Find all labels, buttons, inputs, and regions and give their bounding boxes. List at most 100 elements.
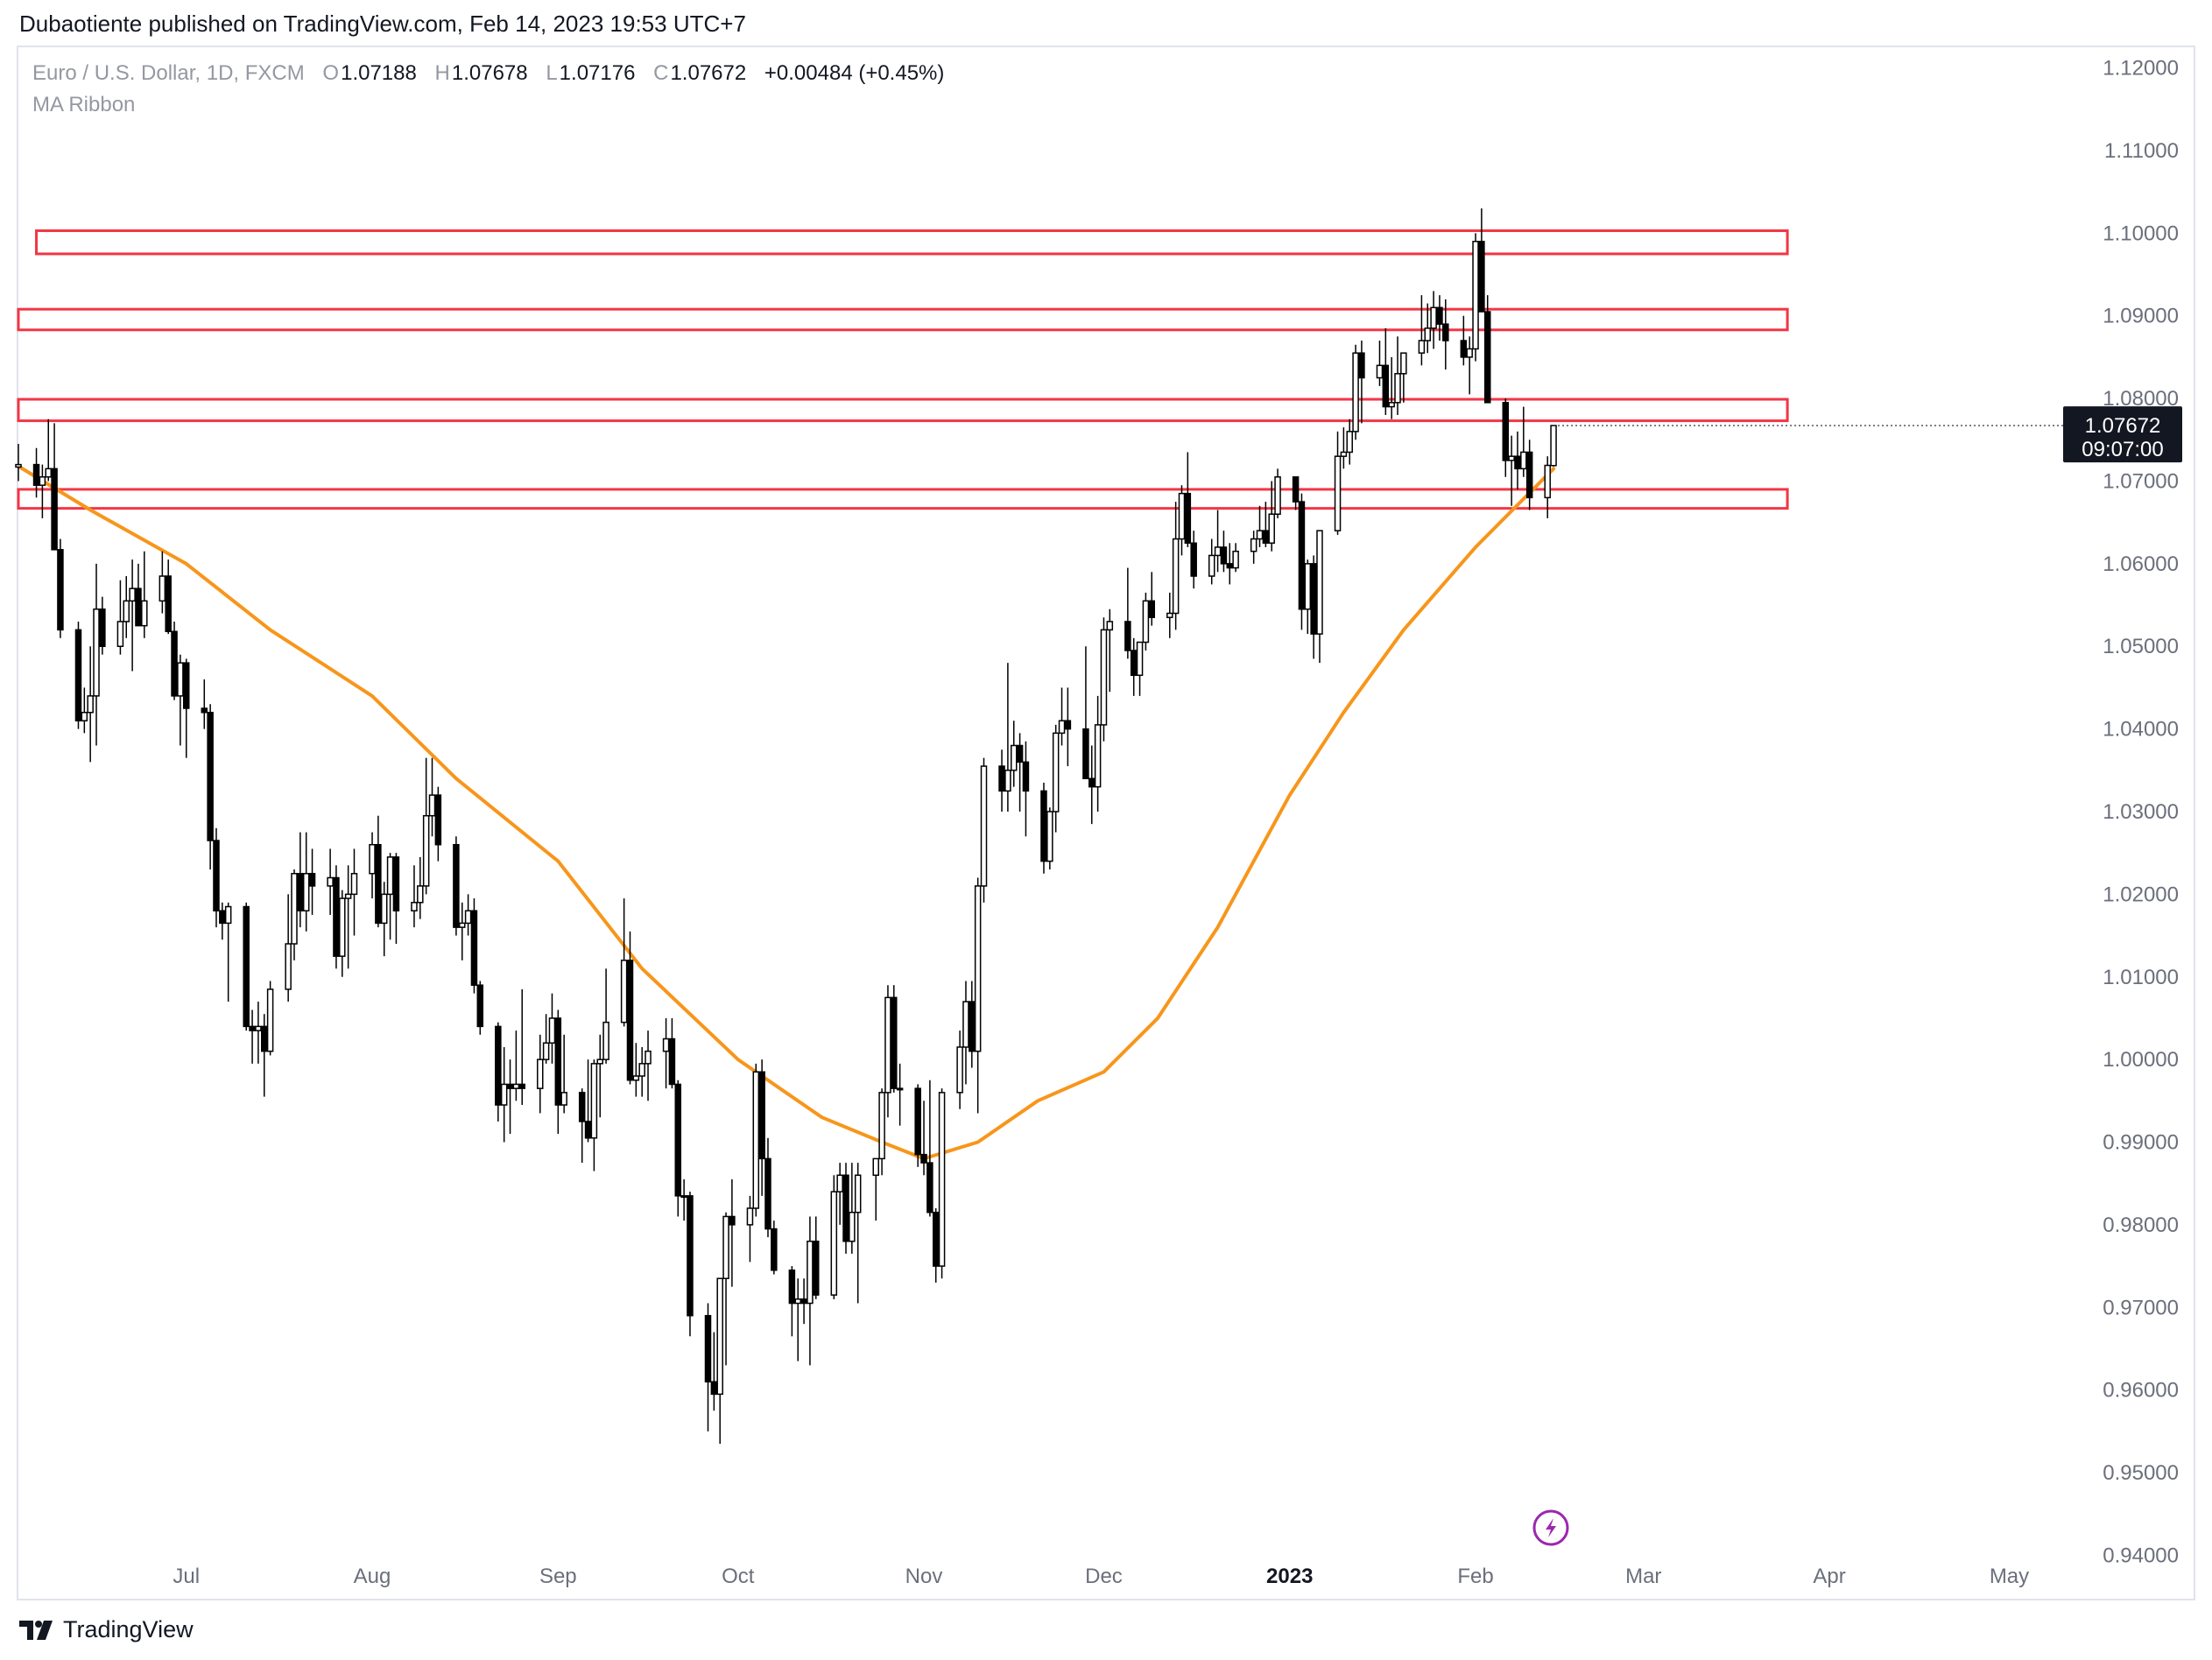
candle[interactable]: [1340, 427, 1348, 469]
footer-brand[interactable]: TradingView: [19, 1616, 194, 1643]
candle[interactable]: [830, 1175, 838, 1299]
candle[interactable]: [386, 853, 394, 940]
candle[interactable]: [1220, 531, 1228, 573]
ma-ribbon-line[interactable]: [17, 464, 1556, 1161]
candle[interactable]: [548, 993, 556, 1064]
candle[interactable]: [1310, 555, 1317, 659]
candle[interactable]: [261, 1014, 268, 1097]
candle[interactable]: [926, 1080, 933, 1217]
candle[interactable]: [182, 658, 190, 758]
candle[interactable]: [243, 902, 250, 1031]
candle[interactable]: [1442, 299, 1449, 370]
candle[interactable]: [219, 902, 226, 940]
symbol-name[interactable]: Euro / U.S. Dollar, 1D, FXCM: [32, 61, 305, 85]
candle[interactable]: [224, 902, 232, 1002]
candle[interactable]: [1466, 336, 1473, 395]
candle[interactable]: [1436, 295, 1443, 341]
candle[interactable]: [626, 931, 634, 1085]
candle[interactable]: [710, 1332, 718, 1411]
candle[interactable]: [87, 646, 94, 763]
candle[interactable]: [135, 563, 142, 627]
candle[interactable]: [602, 968, 609, 1064]
candle[interactable]: [1502, 398, 1510, 477]
candle[interactable]: [1424, 303, 1432, 354]
candle[interactable]: [878, 1088, 885, 1176]
candle[interactable]: [1100, 617, 1108, 742]
candle[interactable]: [470, 898, 478, 994]
candle[interactable]: [1226, 543, 1234, 585]
candle[interactable]: [375, 815, 382, 928]
candle[interactable]: [344, 865, 352, 969]
candle[interactable]: [542, 1014, 550, 1064]
candle[interactable]: [554, 1009, 562, 1135]
candle[interactable]: [980, 757, 988, 903]
candle[interactable]: [1250, 531, 1257, 564]
zone-4[interactable]: [17, 488, 1789, 510]
candle[interactable]: [285, 894, 292, 1002]
candle[interactable]: [771, 1220, 778, 1275]
candle[interactable]: [57, 538, 64, 638]
candle[interactable]: [51, 423, 58, 551]
candle[interactable]: [291, 869, 298, 960]
candle[interactable]: [668, 1017, 676, 1089]
candle[interactable]: [645, 1030, 652, 1101]
candle[interactable]: [32, 447, 40, 498]
candle[interactable]: [1268, 481, 1275, 552]
candle[interactable]: [584, 1059, 592, 1143]
candle[interactable]: [177, 654, 184, 746]
candle[interactable]: [1382, 327, 1390, 415]
candle[interactable]: [969, 981, 976, 1068]
zone-2[interactable]: [17, 307, 1789, 332]
candle[interactable]: [794, 1278, 801, 1361]
candle[interactable]: [1058, 687, 1066, 746]
candle[interactable]: [1292, 476, 1300, 510]
candle[interactable]: [1124, 567, 1131, 659]
candle[interactable]: [914, 1084, 921, 1167]
candle[interactable]: [891, 985, 898, 1093]
candle[interactable]: [758, 1059, 765, 1196]
candle[interactable]: [1190, 531, 1197, 589]
candle[interactable]: [201, 679, 208, 729]
indicator-legend[interactable]: MA Ribbon: [32, 93, 136, 116]
chart-frame[interactable]: [17, 46, 2195, 1600]
candle[interactable]: [512, 1030, 520, 1101]
candle[interactable]: [159, 551, 166, 614]
candle[interactable]: [93, 563, 100, 746]
candle[interactable]: [141, 551, 148, 638]
candle[interactable]: [1214, 510, 1222, 573]
replay-button[interactable]: [1532, 1509, 1569, 1546]
candle[interactable]: [1106, 608, 1114, 693]
candle[interactable]: [1022, 741, 1030, 837]
candle[interactable]: [674, 1080, 682, 1217]
candle[interactable]: [962, 981, 969, 1085]
candle[interactable]: [680, 1178, 687, 1221]
candle[interactable]: [99, 596, 106, 655]
zone-1[interactable]: [35, 229, 1789, 256]
candle[interactable]: [1166, 592, 1173, 638]
candle[interactable]: [752, 1063, 760, 1217]
candle[interactable]: [434, 786, 442, 862]
candle[interactable]: [1148, 572, 1156, 626]
candle[interactable]: [1394, 336, 1401, 415]
candle[interactable]: [872, 1157, 879, 1221]
candle[interactable]: [1130, 637, 1138, 696]
candle[interactable]: [333, 865, 340, 969]
candle[interactable]: [1430, 291, 1437, 349]
candle[interactable]: [1352, 344, 1359, 440]
candle[interactable]: [716, 1277, 723, 1444]
candle[interactable]: [1088, 745, 1095, 825]
candle[interactable]: [1508, 435, 1515, 506]
candle[interactable]: [339, 890, 346, 977]
candle[interactable]: [1550, 425, 1557, 467]
candle[interactable]: [422, 757, 430, 895]
candle[interactable]: [1483, 295, 1491, 404]
candle[interactable]: [417, 856, 424, 919]
candle[interactable]: [788, 1266, 796, 1337]
candle[interactable]: [129, 559, 136, 672]
candle[interactable]: [1016, 733, 1024, 812]
candle[interactable]: [1232, 543, 1239, 573]
candle[interactable]: [729, 1178, 736, 1287]
candle[interactable]: [1460, 315, 1468, 366]
candle[interactable]: [506, 1059, 514, 1135]
candle[interactable]: [590, 1059, 598, 1171]
